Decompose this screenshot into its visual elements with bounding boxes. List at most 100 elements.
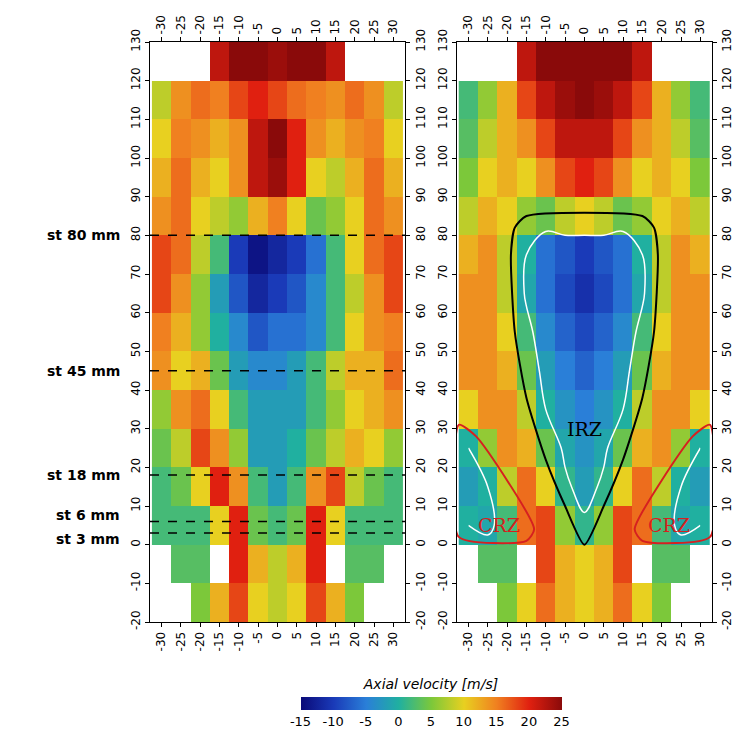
svg-text:60: 60 bbox=[720, 303, 734, 318]
svg-text:70: 70 bbox=[436, 265, 450, 280]
svg-text:0: 0 bbox=[271, 27, 285, 35]
svg-text:15: 15 bbox=[329, 632, 343, 647]
svg-text:25: 25 bbox=[674, 632, 688, 647]
svg-text:70: 70 bbox=[414, 265, 428, 280]
svg-text:-20: -20 bbox=[129, 610, 143, 630]
svg-text:0: 0 bbox=[436, 539, 450, 547]
svg-text:15: 15 bbox=[635, 19, 649, 34]
svg-text:20: 20 bbox=[436, 458, 450, 473]
svg-text:-20: -20 bbox=[500, 632, 514, 652]
svg-text:-5: -5 bbox=[558, 23, 572, 35]
svg-text:25: 25 bbox=[367, 632, 381, 647]
svg-text:110: 110 bbox=[436, 106, 450, 129]
svg-text:-15: -15 bbox=[519, 15, 533, 35]
svg-text:20: 20 bbox=[129, 458, 143, 473]
svg-text:90: 90 bbox=[414, 187, 428, 202]
svg-text:110: 110 bbox=[129, 106, 143, 129]
svg-text:-10: -10 bbox=[232, 15, 246, 35]
svg-text:5: 5 bbox=[290, 632, 304, 640]
svg-text:100: 100 bbox=[414, 145, 428, 168]
svg-text:30: 30 bbox=[387, 19, 401, 34]
svg-text:50: 50 bbox=[436, 342, 450, 357]
svg-text:10: 10 bbox=[455, 714, 472, 729]
svg-text:-15: -15 bbox=[290, 714, 311, 729]
svg-text:100: 100 bbox=[129, 145, 143, 168]
svg-text:15: 15 bbox=[488, 714, 505, 729]
svg-text:5: 5 bbox=[597, 632, 611, 640]
svg-text:10: 10 bbox=[414, 497, 428, 512]
svg-text:80: 80 bbox=[414, 226, 428, 241]
svg-text:10: 10 bbox=[616, 19, 630, 34]
svg-text:20: 20 bbox=[414, 458, 428, 473]
svg-text:90: 90 bbox=[436, 187, 450, 202]
svg-text:-10: -10 bbox=[232, 632, 246, 652]
svg-text:30: 30 bbox=[129, 419, 143, 434]
svg-text:110: 110 bbox=[414, 106, 428, 129]
svg-text:40: 40 bbox=[436, 381, 450, 396]
svg-text:0: 0 bbox=[577, 632, 591, 640]
svg-text:10: 10 bbox=[616, 632, 630, 647]
svg-text:60: 60 bbox=[129, 303, 143, 318]
svg-text:5: 5 bbox=[427, 714, 435, 729]
svg-text:40: 40 bbox=[414, 381, 428, 396]
svg-text:10: 10 bbox=[129, 497, 143, 512]
svg-text:130: 130 bbox=[436, 29, 450, 52]
svg-text:110: 110 bbox=[720, 106, 734, 129]
svg-text:25: 25 bbox=[553, 714, 570, 729]
svg-text:60: 60 bbox=[414, 303, 428, 318]
svg-text:70: 70 bbox=[129, 265, 143, 280]
svg-text:20: 20 bbox=[521, 714, 538, 729]
svg-text:0: 0 bbox=[271, 632, 285, 640]
svg-text:-10: -10 bbox=[129, 572, 143, 592]
svg-text:10: 10 bbox=[720, 497, 734, 512]
svg-text:-20: -20 bbox=[414, 610, 428, 630]
svg-text:25: 25 bbox=[367, 19, 381, 34]
svg-text:20: 20 bbox=[348, 19, 362, 34]
svg-text:-25: -25 bbox=[174, 15, 188, 35]
svg-text:130: 130 bbox=[414, 29, 428, 52]
svg-text:30: 30 bbox=[387, 632, 401, 647]
svg-text:80: 80 bbox=[129, 226, 143, 241]
svg-text:-5: -5 bbox=[558, 632, 572, 644]
svg-text:20: 20 bbox=[348, 632, 362, 647]
svg-text:20: 20 bbox=[720, 458, 734, 473]
svg-text:120: 120 bbox=[129, 67, 143, 90]
svg-text:-30: -30 bbox=[461, 632, 475, 652]
svg-text:100: 100 bbox=[720, 145, 734, 168]
svg-text:-25: -25 bbox=[174, 632, 188, 652]
svg-text:50: 50 bbox=[414, 342, 428, 357]
svg-text:60: 60 bbox=[436, 303, 450, 318]
svg-text:10: 10 bbox=[436, 497, 450, 512]
svg-text:-30: -30 bbox=[155, 632, 169, 652]
svg-text:-20: -20 bbox=[720, 610, 734, 630]
svg-text:25: 25 bbox=[674, 19, 688, 34]
svg-text:20: 20 bbox=[655, 19, 669, 34]
svg-text:-5: -5 bbox=[251, 632, 265, 644]
svg-text:0: 0 bbox=[577, 27, 591, 35]
svg-text:40: 40 bbox=[129, 381, 143, 396]
svg-text:120: 120 bbox=[720, 67, 734, 90]
svg-text:20: 20 bbox=[655, 632, 669, 647]
svg-text:30: 30 bbox=[720, 419, 734, 434]
svg-text:0: 0 bbox=[129, 539, 143, 547]
svg-text:-20: -20 bbox=[193, 15, 207, 35]
svg-text:5: 5 bbox=[597, 27, 611, 35]
svg-text:-20: -20 bbox=[436, 610, 450, 630]
svg-text:100: 100 bbox=[436, 145, 450, 168]
svg-text:15: 15 bbox=[635, 632, 649, 647]
svg-text:-5: -5 bbox=[251, 23, 265, 35]
svg-text:30: 30 bbox=[693, 632, 707, 647]
svg-text:15: 15 bbox=[329, 19, 343, 34]
svg-text:-10: -10 bbox=[720, 572, 734, 592]
svg-text:0: 0 bbox=[720, 539, 734, 547]
svg-text:50: 50 bbox=[720, 342, 734, 357]
svg-text:st 3 mm: st 3 mm bbox=[56, 531, 120, 547]
svg-text:-15: -15 bbox=[519, 632, 533, 652]
svg-text:st 45 mm: st 45 mm bbox=[47, 363, 120, 379]
svg-text:30: 30 bbox=[414, 419, 428, 434]
svg-text:-20: -20 bbox=[500, 15, 514, 35]
svg-text:-15: -15 bbox=[213, 632, 227, 652]
svg-text:50: 50 bbox=[129, 342, 143, 357]
svg-text:-20: -20 bbox=[193, 632, 207, 652]
svg-text:IRZ: IRZ bbox=[567, 418, 602, 440]
